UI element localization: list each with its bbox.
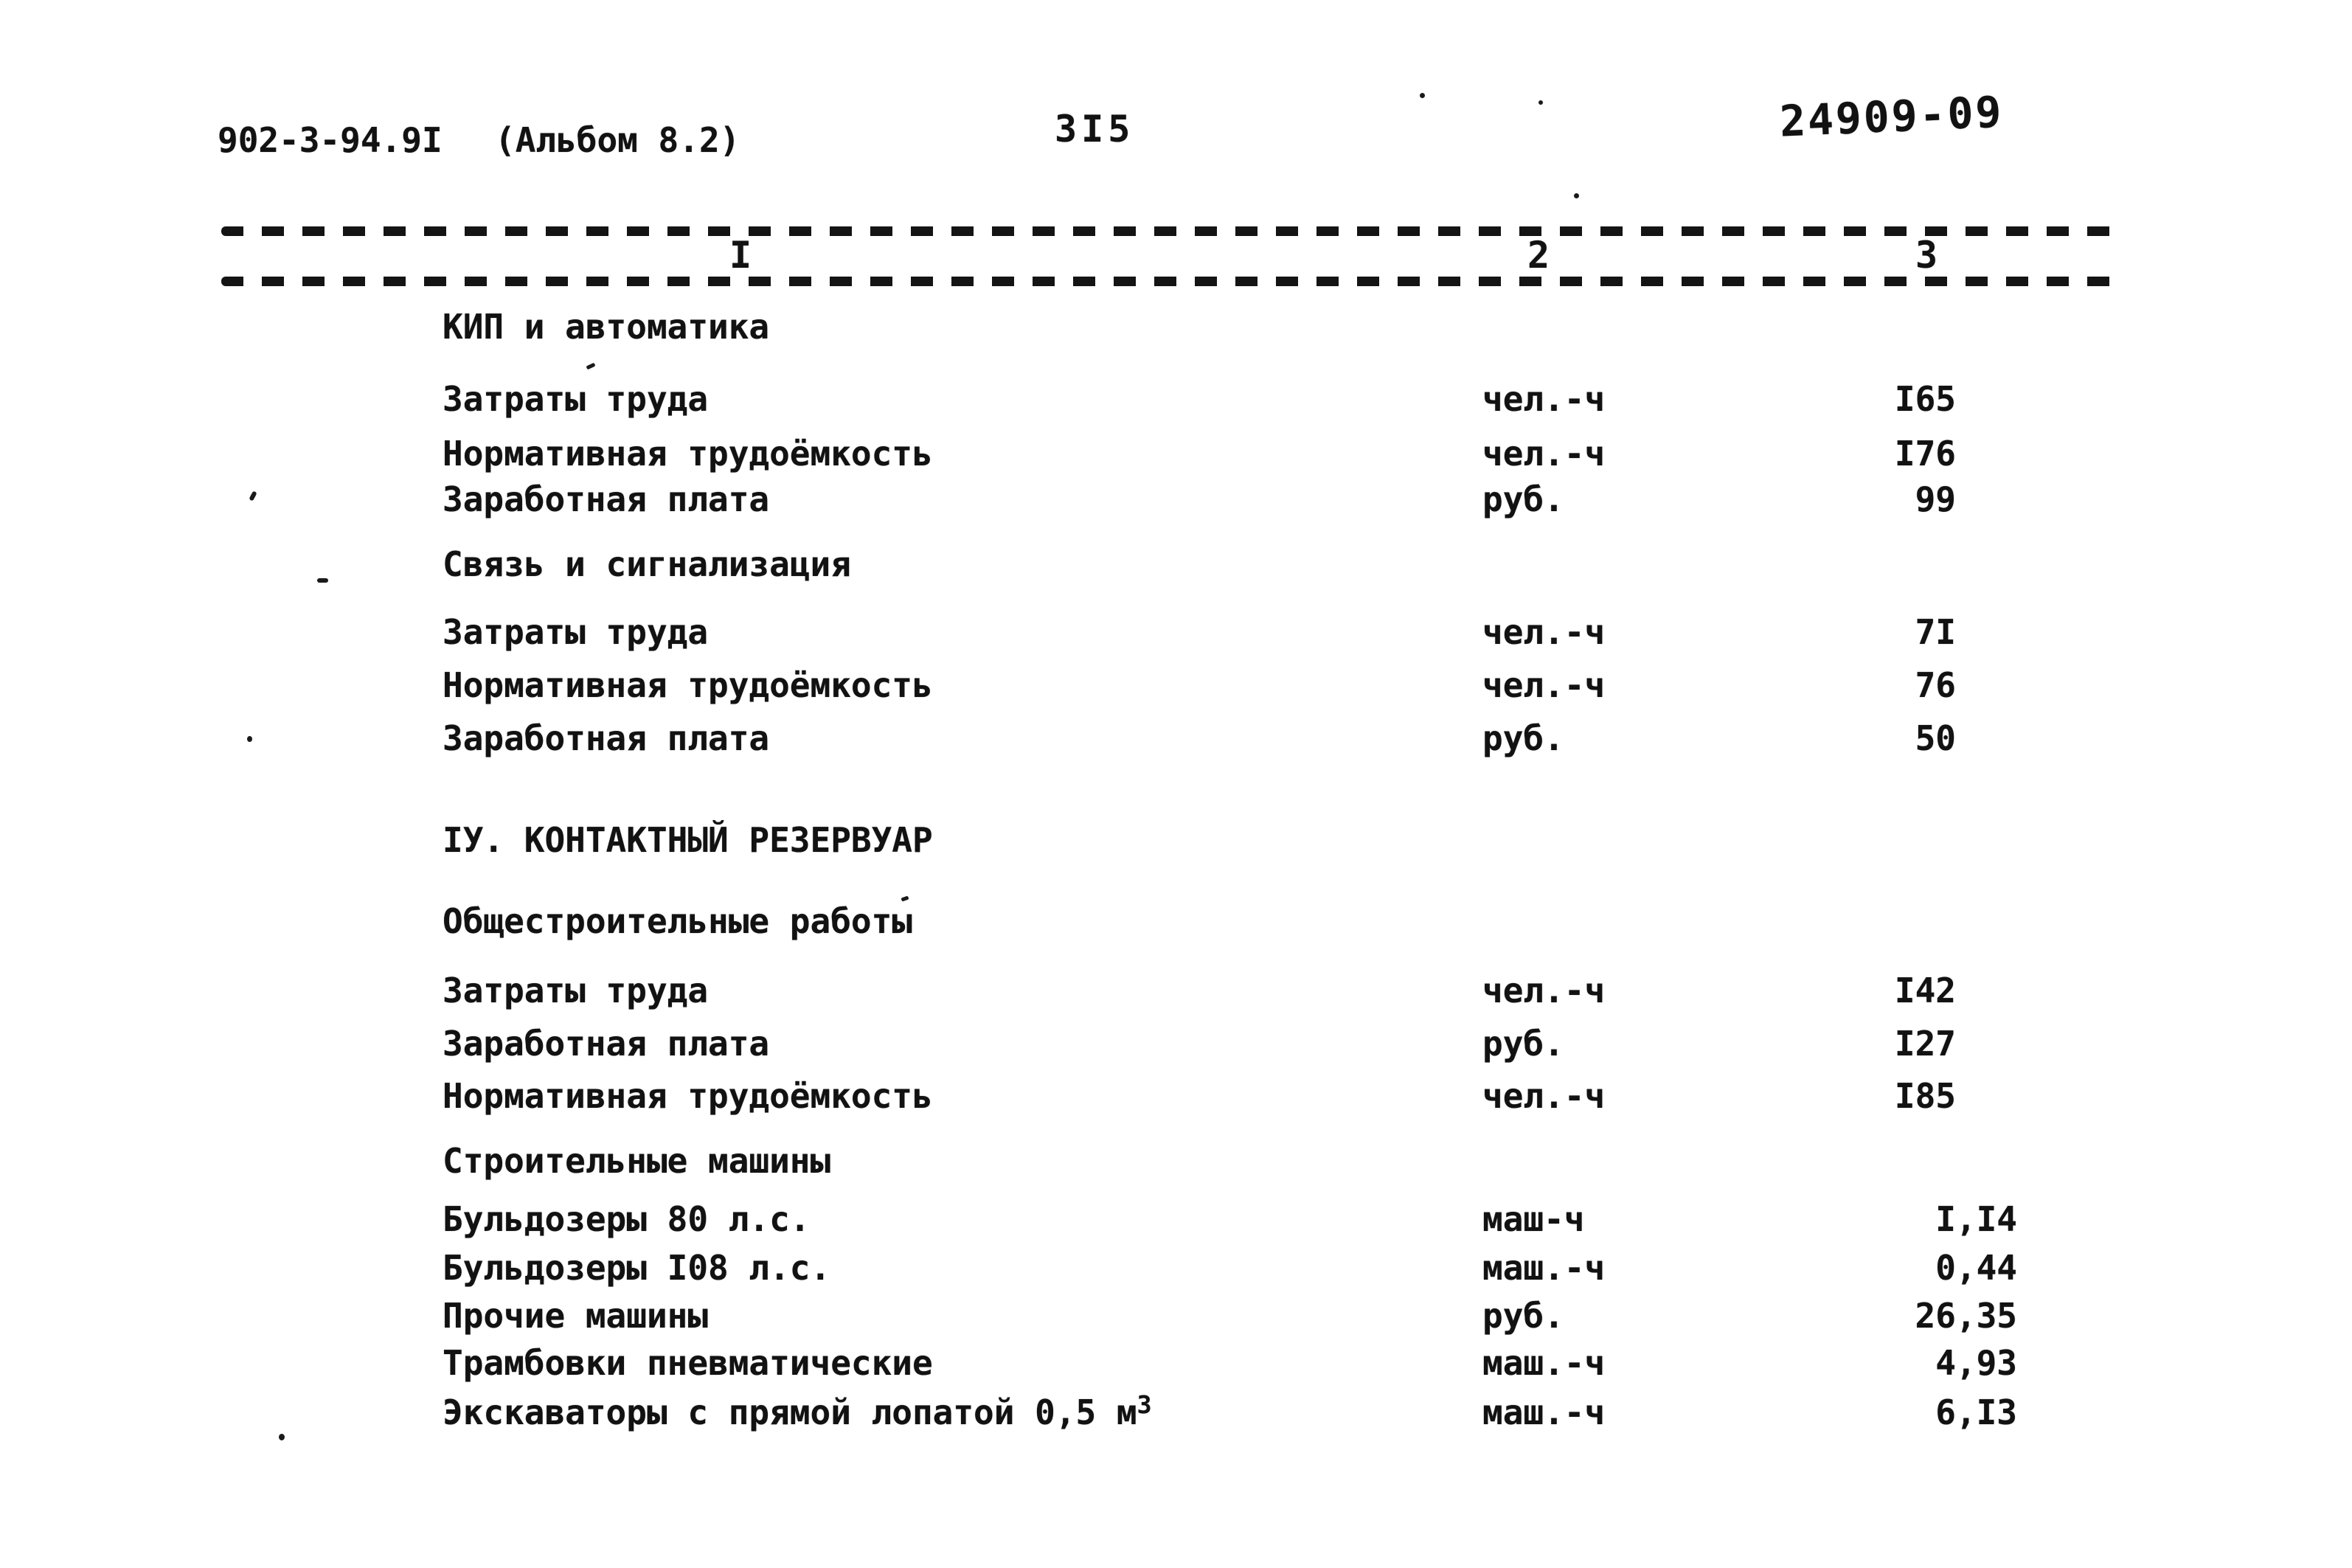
chapter-title-text: IУ. КОНТАКТНЫЙ РЕЗЕРВУАР bbox=[443, 820, 933, 860]
section-title: Связь и сигнализация bbox=[0, 544, 2352, 586]
row-unit: маш.-ч bbox=[1482, 1392, 1606, 1432]
row-label: Бульдозеры 80 л.с. bbox=[443, 1199, 811, 1239]
section-title-text: КИП и автоматика bbox=[443, 307, 770, 347]
row-value: 6,I3 bbox=[1935, 1392, 2017, 1432]
table-row: Бульдозеры I08 л.с. маш.-ч 0,44 bbox=[0, 1248, 2352, 1289]
scan-speck bbox=[1420, 93, 1425, 98]
column-header-2: 2 bbox=[1527, 234, 1550, 277]
scan-speck bbox=[1538, 100, 1543, 105]
row-value: 4,93 bbox=[1935, 1343, 2017, 1383]
column-header-3: 3 bbox=[1915, 234, 1938, 277]
table-row: Заработная плата руб. I27 bbox=[0, 1024, 2352, 1065]
dashed-rule-bottom bbox=[221, 277, 2126, 286]
section-title-text: Общестроительные работы bbox=[443, 901, 912, 941]
section-title-text: Строительные машины bbox=[443, 1141, 831, 1181]
table-row: Трамбовки пневматические маш.-ч 4,93 bbox=[0, 1343, 2352, 1384]
row-value: 26,35 bbox=[1915, 1296, 2017, 1336]
chapter-title: IУ. КОНТАКТНЫЙ РЕЗЕРВУАР bbox=[0, 820, 2352, 861]
row-label: Бульдозеры I08 л.с. bbox=[443, 1248, 831, 1288]
row-unit: чел.-ч bbox=[1482, 612, 1606, 652]
row-unit: чел.-ч bbox=[1482, 665, 1606, 705]
scan-speck bbox=[586, 362, 596, 370]
handwritten-stamp: 24909-09 bbox=[1778, 86, 2005, 147]
section-title-text: Связь и сигнализация bbox=[443, 544, 851, 584]
table-row: Бульдозеры 80 л.с. маш-ч I,I4 bbox=[0, 1199, 2352, 1241]
row-value: I,I4 bbox=[1935, 1199, 2017, 1239]
table-row: Затраты труда чел.-ч I42 bbox=[0, 971, 2352, 1012]
table-row: Нормативная трудоёмкость чел.-ч I85 bbox=[0, 1076, 2352, 1117]
row-unit: руб. bbox=[1482, 718, 1564, 758]
scan-speck bbox=[279, 1434, 285, 1440]
row-unit: руб. bbox=[1482, 479, 1564, 519]
row-value: 76 bbox=[1915, 665, 1956, 705]
table-row: Прочие машины руб. 26,35 bbox=[0, 1296, 2352, 1337]
row-label: Нормативная трудоёмкость bbox=[443, 434, 933, 473]
section-title: КИП и автоматика bbox=[0, 307, 2352, 348]
row-label: Экскаваторы с прямой лопатой 0,5 м3 bbox=[443, 1390, 1152, 1432]
table-row: Нормативная трудоёмкость чел.-ч 76 bbox=[0, 665, 2352, 707]
table-row: Заработная плата руб. 99 bbox=[0, 479, 2352, 521]
row-label: Заработная плата bbox=[443, 1024, 770, 1064]
scan-speck bbox=[1574, 193, 1579, 198]
row-value: 99 bbox=[1915, 479, 1956, 519]
row-value: I65 bbox=[1894, 379, 1956, 419]
document-number: 902-3-94.9I bbox=[218, 120, 443, 160]
row-unit: маш.-ч bbox=[1482, 1343, 1606, 1383]
row-value: I42 bbox=[1894, 971, 1956, 1010]
superscript-exponent: 3 bbox=[1137, 1390, 1152, 1420]
row-label: Затраты труда bbox=[443, 379, 709, 419]
row-unit: руб. bbox=[1482, 1296, 1564, 1336]
row-value: I85 bbox=[1894, 1076, 1956, 1116]
table-row: Затраты труда чел.-ч 7I bbox=[0, 612, 2352, 653]
row-unit: чел.-ч bbox=[1482, 971, 1606, 1010]
row-label: Нормативная трудоёмкость bbox=[443, 665, 933, 705]
row-label: Заработная плата bbox=[443, 718, 770, 758]
row-label: Нормативная трудоёмкость bbox=[443, 1076, 933, 1116]
row-label: Прочие машины bbox=[443, 1296, 709, 1336]
row-unit: маш-ч bbox=[1482, 1199, 1585, 1239]
row-value: 50 bbox=[1915, 718, 1956, 758]
album-label: (Альбом 8.2) bbox=[495, 120, 740, 160]
column-header-1: I bbox=[729, 234, 752, 277]
row-label: Затраты труда bbox=[443, 971, 709, 1010]
section-title: Общестроительные работы bbox=[0, 901, 2352, 943]
row-label: Затраты труда bbox=[443, 612, 709, 652]
row-unit: чел.-ч bbox=[1482, 379, 1606, 419]
row-unit: маш.-ч bbox=[1482, 1248, 1606, 1288]
scan-speck bbox=[247, 736, 252, 742]
row-value: 0,44 bbox=[1935, 1248, 2017, 1288]
row-value: I27 bbox=[1894, 1024, 1956, 1064]
table-row: Нормативная трудоёмкость чел.-ч I76 bbox=[0, 434, 2352, 475]
row-unit: руб. bbox=[1482, 1024, 1564, 1064]
page-number: 3I5 bbox=[1055, 108, 1135, 150]
row-unit: чел.-ч bbox=[1482, 1076, 1606, 1116]
row-unit: чел.-ч bbox=[1482, 434, 1606, 473]
table-row: Затраты труда чел.-ч I65 bbox=[0, 379, 2352, 420]
dashed-rule-top bbox=[221, 226, 2126, 236]
row-value: I76 bbox=[1894, 434, 1956, 473]
table-row: Экскаваторы с прямой лопатой 0,5 м3 маш.… bbox=[0, 1390, 2352, 1434]
row-value: 7I bbox=[1915, 612, 1956, 652]
table-row: Заработная плата руб. 50 bbox=[0, 718, 2352, 760]
row-label: Трамбовки пневматические bbox=[443, 1343, 933, 1383]
scan-speck bbox=[317, 578, 328, 583]
row-label: Заработная плата bbox=[443, 479, 770, 519]
section-title: Строительные машины bbox=[0, 1141, 2352, 1182]
row-label-text: Экскаваторы с прямой лопатой 0,5 м bbox=[443, 1392, 1137, 1432]
